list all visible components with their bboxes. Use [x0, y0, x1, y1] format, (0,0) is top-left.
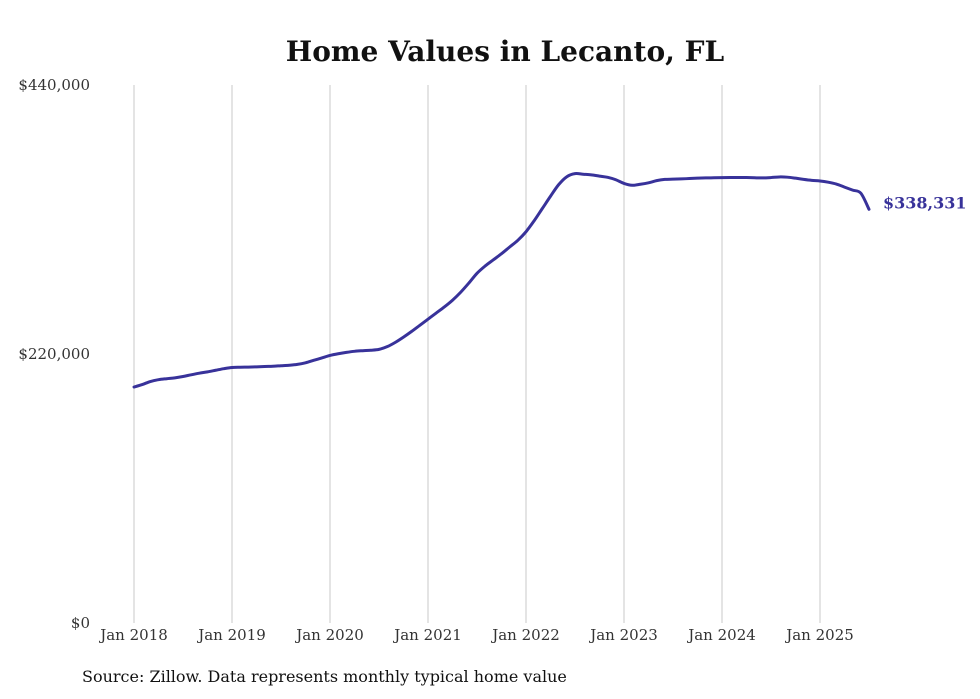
grid-lines: [133, 85, 821, 623]
x-tick-label: Jan 2025: [784, 626, 854, 644]
series-layer: [132, 172, 871, 389]
series-line: [132, 172, 871, 389]
chart-title: Home Values in Lecanto, FL: [286, 35, 725, 68]
x-tick-label: Jan 2019: [196, 626, 266, 644]
x-tick-label: Jan 2023: [588, 626, 658, 644]
y-axis-ticks: $0 $220,000 $440,000: [18, 76, 90, 632]
x-tick-label: Jan 2020: [294, 626, 364, 644]
y-tick-label: $220,000: [18, 345, 90, 363]
data-labels: $338,331: [883, 193, 967, 212]
x-tick-label: Jan 2021: [392, 626, 462, 644]
source-note: Source: Zillow. Data represents monthly …: [82, 667, 567, 686]
y-tick-label: $0: [71, 614, 90, 632]
x-axis-ticks: Jan 2018 Jan 2019 Jan 2020 Jan 2021 Jan 2022…: [98, 626, 854, 644]
x-tick-label: Jan 2024: [686, 626, 756, 644]
x-tick-label: Jan 2018: [98, 626, 168, 644]
end-value-label: $338,331: [883, 193, 967, 212]
x-tick-label: Jan 2022: [490, 626, 560, 644]
y-tick-label: $440,000: [18, 76, 90, 94]
